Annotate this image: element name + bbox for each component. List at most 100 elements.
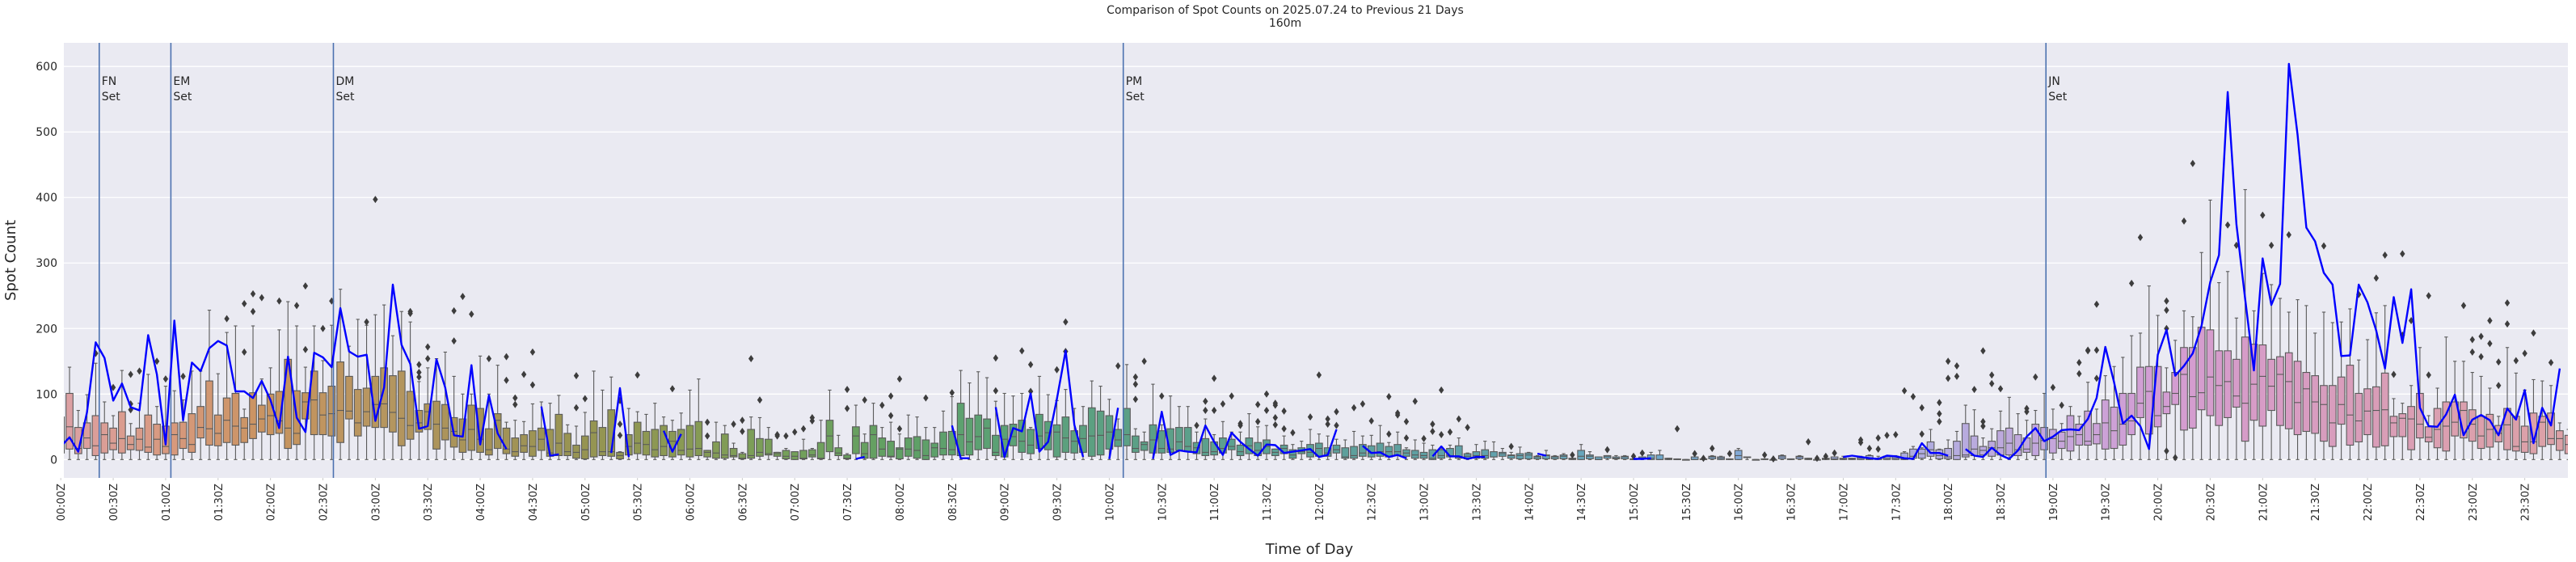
box-129 — [1183, 406, 1192, 460]
box-192 — [1734, 447, 1743, 460]
flier-point — [416, 361, 422, 369]
flier-point — [1604, 446, 1610, 454]
flier-point — [1937, 399, 1942, 407]
box-97 — [904, 414, 913, 460]
box-iqr — [930, 442, 939, 458]
flier-point — [862, 396, 867, 404]
flier-point — [1229, 392, 1234, 400]
box-51 — [502, 421, 511, 460]
flier-point — [1220, 399, 1226, 408]
box-107 — [992, 400, 1000, 460]
box-29 — [310, 325, 318, 460]
x-tick-label: 15:30Z — [1681, 484, 1693, 521]
box-155 — [1410, 439, 1419, 460]
flier-point — [2224, 221, 2231, 229]
box-239 — [2144, 285, 2153, 460]
flier-point — [2137, 234, 2144, 242]
y-axis-label: Spot Count — [2, 220, 19, 301]
flier-point — [1770, 455, 1777, 463]
flier-point — [2321, 242, 2327, 250]
x-tick-label: 00:00Z — [56, 484, 68, 521]
flier-point — [1203, 407, 1208, 415]
event-label-2: Set — [1126, 91, 1145, 104]
x-tick-label: 04:30Z — [528, 484, 540, 521]
x-tick-label: 19:00Z — [2048, 484, 2060, 521]
x-tick-label: 16:30Z — [1786, 484, 1798, 521]
box-47 — [467, 393, 476, 460]
box-280 — [2503, 347, 2511, 460]
flier-point — [1211, 374, 1217, 382]
box-iqr — [65, 392, 74, 450]
flier-point — [2373, 274, 2380, 282]
flier-point — [58, 340, 63, 348]
box-156 — [1419, 442, 1428, 460]
flier-point — [250, 307, 256, 315]
flier-point — [2391, 370, 2397, 378]
box-121 — [1114, 418, 1123, 460]
flier-point — [451, 306, 457, 315]
box-134 — [1227, 431, 1236, 460]
flier-point — [276, 297, 282, 305]
box-iqr — [1428, 449, 1437, 460]
y-tick-label: 400 — [36, 192, 57, 205]
flier-point — [110, 383, 116, 391]
flier-point — [1945, 374, 1951, 382]
flier-point — [512, 400, 518, 408]
x-tick-label: 14:00Z — [1524, 484, 1536, 521]
box-164 — [1490, 441, 1498, 460]
box-177 — [1603, 454, 1612, 460]
x-tick-label: 08:00Z — [895, 484, 907, 521]
box-iqr — [2127, 392, 2136, 436]
box-269 — [2407, 385, 2415, 460]
box-229 — [2057, 423, 2066, 460]
box-iqr — [240, 416, 249, 443]
box-iqr — [554, 413, 563, 457]
flier-point — [1254, 417, 1261, 425]
box-iqr — [651, 429, 660, 458]
box-iqr — [126, 435, 135, 450]
flier-point — [2076, 370, 2082, 378]
flier-point — [364, 318, 369, 326]
flier-point — [879, 401, 885, 409]
flier-point — [2487, 340, 2493, 348]
flier-point — [1368, 417, 1374, 425]
box-iqr — [1795, 455, 1804, 460]
box-iqr — [231, 392, 240, 446]
box-141 — [1288, 444, 1297, 460]
box-iqr — [2346, 365, 2355, 446]
flier-point — [242, 348, 247, 356]
box-20 — [231, 325, 240, 460]
today-series-line — [1634, 457, 1651, 460]
flier-point — [1570, 451, 1575, 459]
flier-point — [529, 348, 536, 356]
box-iqr — [1437, 449, 1446, 459]
flier-point — [1919, 404, 1925, 412]
flier-point — [1281, 407, 1287, 415]
box-iqr — [1454, 445, 1463, 459]
box-58 — [563, 424, 572, 460]
today-series-line — [994, 349, 1085, 458]
box-iqr — [2276, 356, 2284, 426]
box-iqr — [2215, 350, 2224, 426]
box-118 — [1087, 380, 1096, 460]
flier-point — [2548, 358, 2554, 366]
plot-area: FN Set EM Set DM Set PM Set JN Set — [58, 43, 2568, 478]
box-iqr — [2057, 431, 2066, 450]
box-iqr — [1096, 410, 1105, 456]
box-179 — [1621, 454, 1629, 460]
box-iqr — [2206, 329, 2215, 416]
box-iqr — [1621, 455, 1629, 460]
event-label-2: Set — [173, 91, 192, 104]
box-iqr — [1123, 408, 1131, 446]
flier-point — [1989, 371, 1995, 379]
box-176 — [1594, 456, 1603, 460]
flier-point — [704, 418, 710, 426]
box-iqr — [773, 451, 782, 457]
box-185 — [1673, 458, 1681, 460]
flier-point — [180, 372, 186, 380]
box-6 — [109, 415, 117, 460]
box-iqr — [336, 361, 344, 443]
box-100 — [930, 427, 939, 460]
event-label-1: DM — [335, 75, 354, 88]
box-272 — [2433, 387, 2442, 460]
